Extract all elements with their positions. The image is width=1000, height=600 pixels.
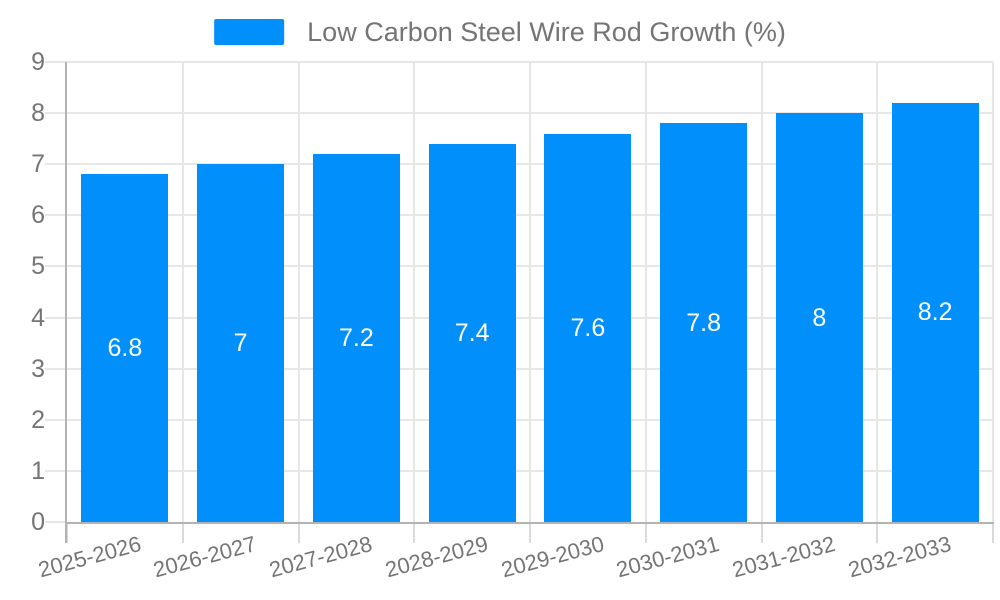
gridline-vertical — [529, 62, 531, 522]
bar-value-label: 7.2 — [338, 324, 374, 352]
y-axis-tick — [45, 521, 67, 523]
x-axis-label: 2029-2030 — [498, 531, 607, 583]
x-axis-label: 2031-2032 — [729, 531, 838, 583]
legend-label: Low Carbon Steel Wire Rod Growth (%) — [307, 17, 786, 47]
bar[interactable] — [891, 102, 979, 522]
gridline-vertical — [644, 62, 647, 522]
x-axis-label: 2032-2033 — [845, 531, 954, 583]
x-axis-tick — [529, 522, 531, 543]
x-axis-tick — [760, 522, 763, 543]
bar[interactable] — [197, 164, 285, 522]
y-axis-label: 4 — [31, 303, 45, 332]
x-axis-tick — [644, 522, 647, 543]
x-axis-label: 2028-2029 — [382, 531, 491, 583]
y-axis-label: 1 — [31, 456, 45, 485]
gridline-vertical — [297, 62, 300, 522]
bar-value-label: 6.8 — [107, 334, 143, 363]
x-axis-tick — [876, 522, 879, 543]
bar-value-label: 7.6 — [570, 313, 606, 342]
gridline-vertical — [876, 62, 879, 522]
x-axis-tick — [413, 522, 416, 543]
gridline-vertical — [992, 62, 994, 522]
bar[interactable] — [775, 113, 863, 522]
y-axis-tick — [45, 469, 67, 472]
y-axis-label: 2 — [31, 405, 45, 434]
x-axis-line — [65, 522, 994, 524]
bar-value-label: 8 — [812, 303, 827, 332]
gridline-vertical — [413, 62, 416, 522]
y-axis-tick — [45, 214, 67, 217]
bar[interactable] — [428, 143, 516, 522]
y-axis-tick — [45, 367, 67, 370]
bar[interactable] — [660, 123, 748, 522]
y-axis-label: 9 — [31, 48, 45, 76]
y-axis-tick — [45, 418, 67, 421]
x-axis-label: 2025-2026 — [35, 531, 144, 583]
legend-item[interactable]: Low Carbon Steel Wire Rod Growth (%) — [214, 17, 786, 47]
gridline-vertical — [181, 62, 184, 522]
x-axis-label: 2030-2031 — [613, 531, 723, 583]
y-axis-label: 5 — [31, 252, 45, 281]
bar-value-label: 7.8 — [686, 308, 721, 337]
y-axis-label: 7 — [31, 150, 45, 179]
y-axis-label: 6 — [31, 201, 45, 230]
y-axis-tick — [45, 265, 67, 268]
bar[interactable] — [544, 133, 632, 522]
bar[interactable] — [312, 154, 400, 522]
y-axis-tick — [45, 316, 67, 319]
legend-swatch — [214, 19, 285, 45]
x-axis-tick — [66, 522, 68, 543]
y-axis-label: 0 — [31, 508, 45, 536]
x-axis-label: 2027-2028 — [266, 531, 375, 583]
x-axis-tick — [181, 522, 184, 543]
y-axis-tick — [45, 112, 67, 115]
gridline-vertical — [760, 62, 763, 522]
x-axis-label: 2026-2027 — [150, 531, 260, 583]
bar[interactable] — [81, 174, 169, 522]
bar-value-label: 7 — [233, 329, 248, 358]
y-axis-line — [65, 62, 67, 543]
y-axis-label: 8 — [31, 99, 45, 128]
y-axis-tick — [45, 61, 67, 63]
bar-value-label: 7.4 — [454, 318, 490, 347]
x-axis-tick — [297, 522, 300, 543]
y-axis-tick — [45, 163, 67, 166]
x-axis-tick — [992, 522, 994, 543]
y-axis-label: 3 — [31, 354, 45, 383]
bar-value-label: 8.2 — [917, 298, 953, 327]
